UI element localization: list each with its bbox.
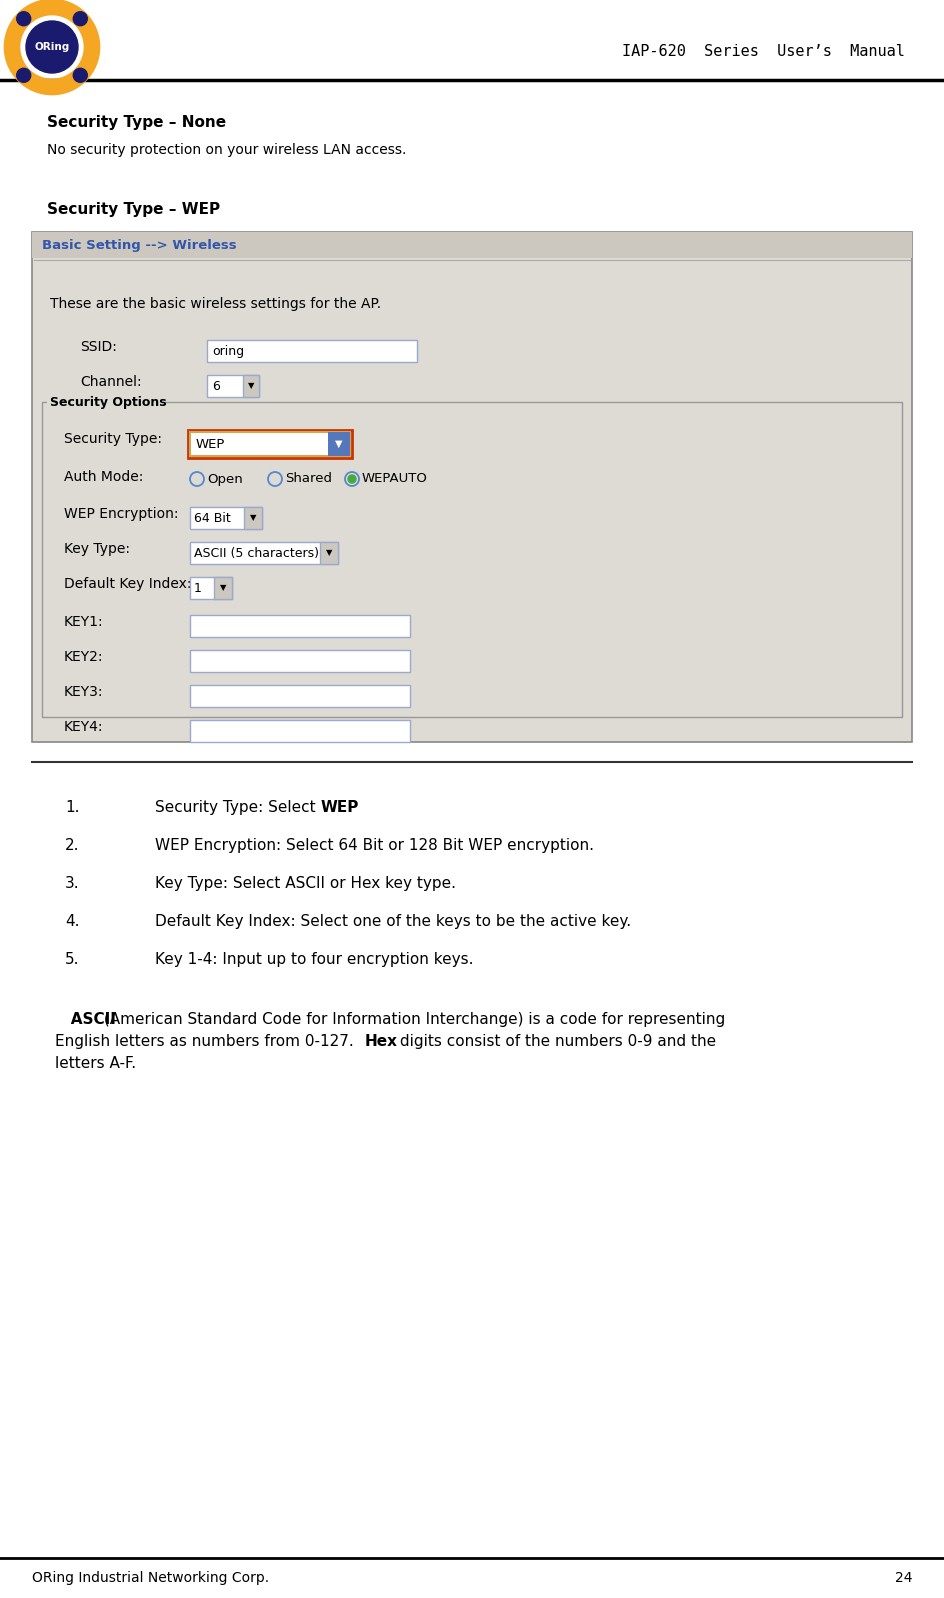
Text: ▼: ▼ [220,583,226,593]
Bar [213,577,232,599]
Text: Key 1-4: Input up to four encryption keys.: Key 1-4: Input up to four encryption key… [155,952,473,967]
Text: 1: 1 [194,582,202,594]
Text: 64 Bit: 64 Bit [194,511,230,524]
Text: KEY4:: KEY4: [64,721,104,733]
Text: ▼: ▼ [247,382,254,390]
Circle shape [74,69,87,81]
Text: Open: Open [207,473,243,486]
Text: Default Key Index: Select one of the keys to be the active key.: Default Key Index: Select one of the key… [155,914,631,928]
Text: Security Type – None: Security Type – None [47,115,226,129]
Bar [320,542,338,564]
Text: ORing: ORing [34,42,70,53]
Text: Channel:: Channel: [80,376,142,388]
Text: English letters as numbers from 0-127.: English letters as numbers from 0-127. [55,1034,358,1048]
Text: No security protection on your wireless LAN access.: No security protection on your wireless … [47,142,406,157]
Text: WEP: WEP [320,801,359,815]
Circle shape [74,11,87,26]
Bar [190,686,410,706]
Text: 3.: 3. [65,876,79,892]
Text: Key Type: Select ASCII or Hex key type.: Key Type: Select ASCII or Hex key type. [155,876,456,892]
Bar [32,232,911,257]
Circle shape [347,475,356,483]
Text: ▼: ▼ [326,548,332,558]
Circle shape [17,11,31,26]
Text: Security Type – WEP: Security Type – WEP [47,201,220,217]
Text: Security Type:: Security Type: [64,431,161,446]
Circle shape [26,21,78,74]
Bar [190,721,410,741]
Text: These are the basic wireless settings for the AP.: These are the basic wireless settings fo… [50,297,380,312]
Bar [190,507,261,529]
Text: Hex: Hex [364,1034,397,1048]
Text: 24: 24 [894,1571,911,1585]
Text: WEP Encryption:: WEP Encryption: [64,507,178,521]
Circle shape [17,69,31,81]
Text: KEY1:: KEY1: [64,615,104,630]
Text: 6: 6 [211,379,220,393]
Bar [190,577,232,599]
Bar [328,431,349,455]
Text: WEP: WEP [195,438,225,451]
Text: ▼: ▼ [335,439,343,449]
Text: 4.: 4. [65,914,79,928]
Text: Shared: Shared [285,473,331,486]
Text: 2.: 2. [65,837,79,853]
Text: ASCII: ASCII [55,1012,116,1028]
Bar [190,542,338,564]
Bar [47,388,161,404]
Bar [207,340,416,363]
Text: 1.: 1. [65,801,79,815]
Text: Default Key Index:: Default Key Index: [64,577,192,591]
Bar [243,376,259,396]
Text: 5.: 5. [65,952,79,967]
Bar [32,232,911,741]
Bar [188,430,351,459]
Text: ASCII (5 characters): ASCII (5 characters) [194,547,319,559]
Text: SSID:: SSID: [80,340,117,355]
Text: letters A-F.: letters A-F. [55,1056,136,1071]
Text: WEPAUTO: WEPAUTO [362,473,428,486]
Text: Basic Setting --> Wireless: Basic Setting --> Wireless [42,238,236,251]
Text: oring: oring [211,345,244,358]
Text: KEY2:: KEY2: [64,650,104,665]
Text: IAP-620  Series  User’s  Manual: IAP-620 Series User’s Manual [621,45,904,59]
Text: (American Standard Code for Information Interchange) is a code for representing: (American Standard Code for Information … [99,1012,724,1028]
Bar [42,403,901,718]
Bar [190,615,410,638]
Text: WEP Encryption: Select 64 Bit or 128 Bit WEP encryption.: WEP Encryption: Select 64 Bit or 128 Bit… [155,837,594,853]
Bar [244,507,261,529]
Bar [190,650,410,673]
Text: Security Type: Select: Security Type: Select [155,801,320,815]
Bar [190,431,349,455]
Text: digits consist of the numbers 0-9 and the: digits consist of the numbers 0-9 and th… [395,1034,716,1048]
Bar [207,376,259,396]
Text: ▼: ▼ [249,513,256,523]
Text: Auth Mode:: Auth Mode: [64,470,143,484]
Text: ORing Industrial Networking Corp.: ORing Industrial Networking Corp. [32,1571,269,1585]
Text: Security Options: Security Options [50,396,166,409]
Text: KEY3:: KEY3: [64,686,104,698]
Text: Key Type:: Key Type: [64,542,130,556]
